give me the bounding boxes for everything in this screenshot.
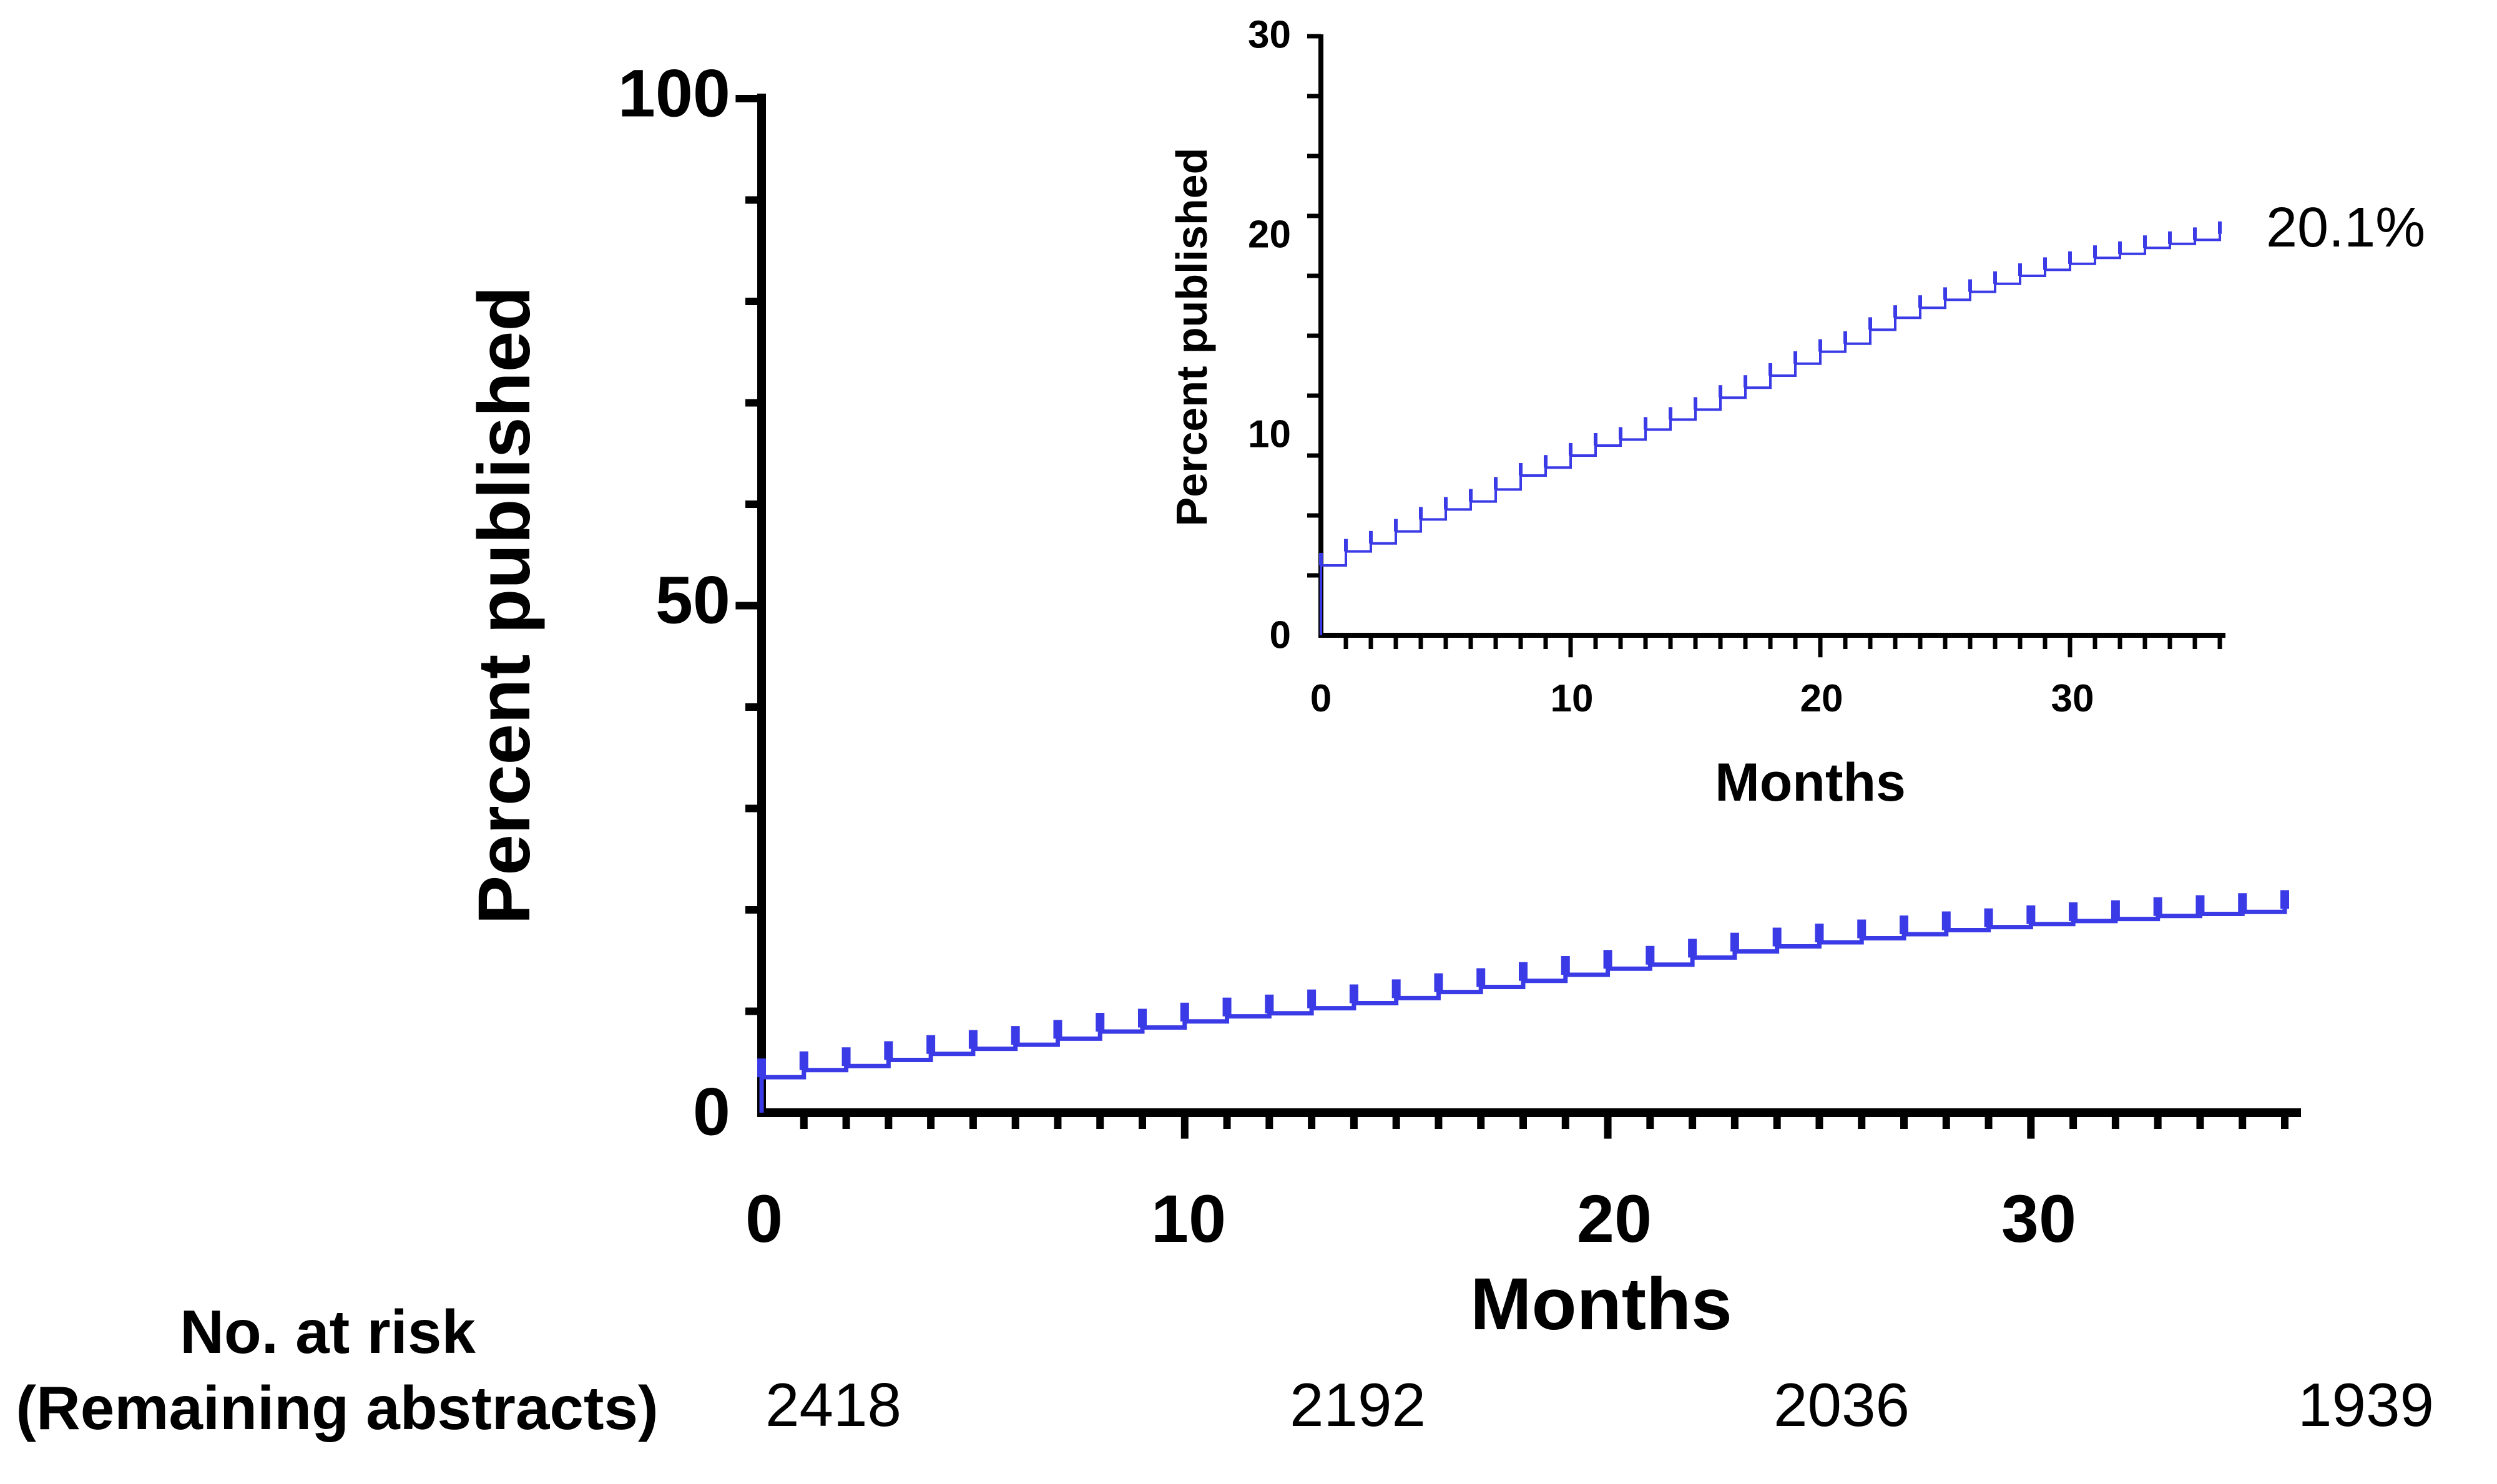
main-y-tick-label-100: 100 [618,56,730,131]
main-y-axis-title: Percent published [463,286,546,925]
main-y-tick-label-0: 0 [693,1074,730,1150]
risk-table-title-line1: No. at risk [180,1297,476,1366]
inset-y-axis-title: Percent published [1167,148,1216,527]
risk-table: No. at risk (Remaining abstracts) 2418 2… [16,1297,2434,1442]
inset-curve-line [1320,233,2221,635]
risk-value-month-36: 1939 [2298,1370,2434,1439]
main-survival-curve [757,890,2289,1113]
main-x-axis-title: Months [1470,1263,1732,1345]
main-x-tick-label-10: 10 [1151,1181,1226,1256]
inset-y-tick-label-10: 10 [1248,412,1291,456]
main-x-tick-label-30: 30 [2001,1181,2076,1256]
inset-y-tick-label-30: 30 [1248,13,1291,56]
risk-value-month-24: 2036 [1773,1370,1910,1439]
inset-x-tick-label-0: 0 [1310,677,1332,720]
inset-x-tick-label-20: 20 [1800,677,1843,720]
inset-end-value-label: 20.1% [2266,197,2425,259]
main-x-tick-label-20: 20 [1577,1181,1652,1256]
inset-plot: 30 20 10 0 0 10 20 30 Months Percent pub… [1167,13,2425,813]
main-plot: 100 50 0 0 10 20 30 Months Percent publi… [463,56,2301,1345]
inset-x-tick-label-30: 30 [2051,677,2094,720]
inset-y-tick-label-20: 20 [1248,213,1291,256]
main-curve-line [759,909,2287,1113]
risk-value-month-0: 2418 [765,1370,901,1439]
main-x-tick-label-0: 0 [745,1181,783,1256]
inset-y-tick-label-0: 0 [1270,613,1291,657]
main-y-tick-label-50: 50 [655,562,730,638]
inset-x-tick-label-10: 10 [1551,677,1594,720]
inset-survival-curve [1319,221,2222,635]
inset-x-axis-title: Months [1715,753,1906,813]
risk-value-month-12: 2192 [1290,1370,1426,1439]
risk-table-title-line2: (Remaining abstracts) [16,1374,658,1442]
